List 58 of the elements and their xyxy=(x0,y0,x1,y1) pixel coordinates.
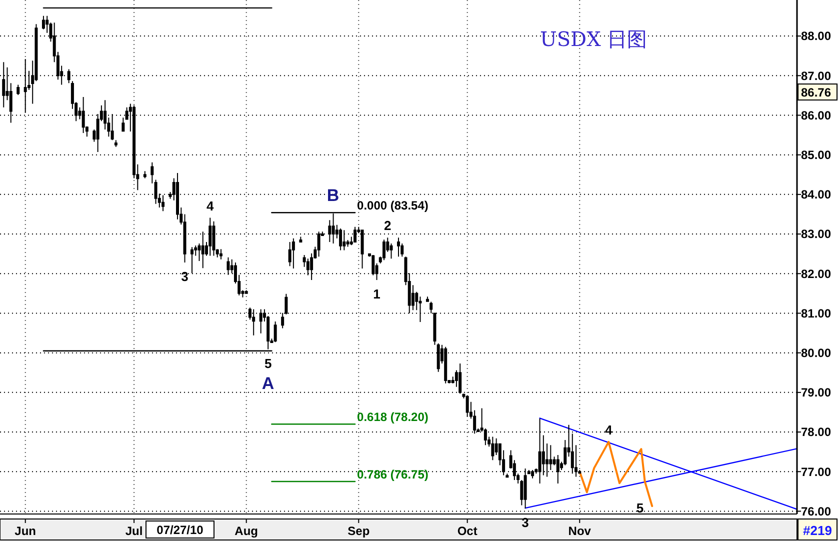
annotation: 0.000 (83.54) xyxy=(357,198,428,213)
candlestick xyxy=(288,241,292,267)
x-tick-label: Jun xyxy=(14,524,36,538)
annotation: 3 xyxy=(181,269,188,284)
text: #219 xyxy=(803,523,832,538)
candlestick xyxy=(110,114,114,141)
y-tick-label: 85.00 xyxy=(801,148,832,162)
annotation: 0.786 (76.75) xyxy=(357,468,428,482)
candlestick xyxy=(16,84,20,96)
candlestick xyxy=(244,290,248,294)
candlestick xyxy=(143,170,146,179)
annotation: B xyxy=(326,186,340,205)
x-tick-label: Oct xyxy=(457,524,478,538)
candlestick xyxy=(42,15,45,30)
x-tick-label: Jul xyxy=(125,524,143,538)
y-tick-label: 83.00 xyxy=(801,227,832,242)
annotation: 0.618 (78.20) xyxy=(357,410,428,424)
annotation: A xyxy=(262,374,274,393)
y-tick-label: 82.00 xyxy=(801,266,832,281)
candlestick xyxy=(259,308,262,334)
text: 07/27/10 xyxy=(156,523,204,537)
annotation: 2 xyxy=(384,218,392,234)
candlestick xyxy=(506,473,509,478)
text: USDX 日图 xyxy=(540,27,648,51)
x-tick-label: Aug xyxy=(234,524,258,538)
x-tick-label: Sep xyxy=(348,524,370,538)
candlestick xyxy=(82,96,85,134)
y-tick-label: 78.00 xyxy=(801,425,832,440)
annotation: 5 xyxy=(264,356,272,371)
candlestick xyxy=(292,238,295,269)
y-tick-label: 76.00 xyxy=(801,504,832,518)
y-tick-label: 79.00 xyxy=(801,386,832,400)
y-tick-label: 81.00 xyxy=(801,306,832,320)
candlestick xyxy=(491,436,494,461)
annotation: 5 xyxy=(636,500,644,516)
x-tick-label: Nov xyxy=(568,524,592,538)
annotation: 1 xyxy=(373,286,380,302)
annotation: 4 xyxy=(605,422,613,438)
candlestick xyxy=(299,236,302,242)
candlestick xyxy=(162,194,165,212)
candlestick xyxy=(531,470,534,479)
candlestick xyxy=(397,237,400,258)
candlestick xyxy=(150,162,154,184)
candlestick xyxy=(274,321,277,343)
candlestick xyxy=(122,117,125,132)
candlestick xyxy=(219,248,222,260)
y-tick-label: 77.00 xyxy=(801,464,832,479)
candlestick xyxy=(114,140,118,148)
y-tick-label: 84.00 xyxy=(801,188,832,202)
candlestick xyxy=(339,228,342,251)
candlestick xyxy=(466,394,469,418)
y-tick-label: 87.00 xyxy=(801,68,832,83)
annotation: 4 xyxy=(206,198,214,214)
y-tick-label: 80.00 xyxy=(801,346,832,360)
y-tick-label: 88.00 xyxy=(801,29,832,44)
candlestick xyxy=(382,239,386,261)
text: 86.76 xyxy=(801,86,832,100)
y-tick-label: 86.00 xyxy=(801,108,832,122)
